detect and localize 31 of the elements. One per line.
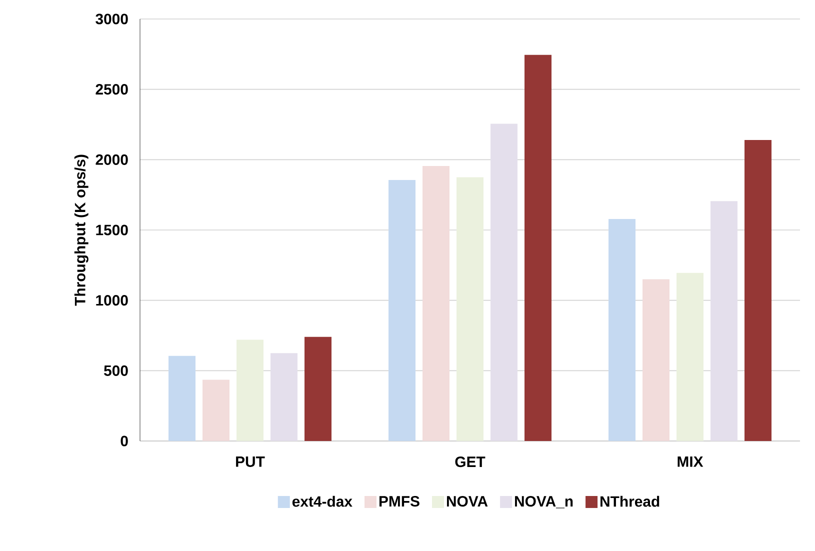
bar bbox=[608, 219, 636, 441]
y-tick-label: 2500 bbox=[96, 84, 128, 95]
bar bbox=[304, 336, 332, 441]
x-tick-label: GET bbox=[455, 456, 486, 468]
bar bbox=[744, 140, 772, 441]
y-tick-label: 500 bbox=[104, 365, 128, 376]
bar bbox=[236, 340, 264, 441]
y-tick-label: 1000 bbox=[96, 295, 128, 306]
x-tick-label: PUT bbox=[236, 456, 265, 467]
bar bbox=[676, 272, 704, 441]
legend-label: NThread bbox=[600, 496, 660, 507]
y-tick-label: 1500 bbox=[96, 224, 128, 236]
y-axis-title: Throughput (K ops/s) bbox=[74, 154, 88, 306]
legend-label: ext4-dax bbox=[292, 496, 352, 507]
bar bbox=[168, 356, 196, 441]
bar bbox=[202, 380, 230, 441]
bar bbox=[422, 166, 450, 441]
bar bbox=[270, 353, 298, 441]
bar bbox=[388, 180, 416, 441]
legend-label: PMFS bbox=[379, 496, 420, 507]
x-tick-label: MIX bbox=[678, 456, 704, 467]
bar bbox=[710, 201, 738, 441]
legend-label: NOVA bbox=[446, 496, 488, 507]
y-tick-label: 0 bbox=[120, 436, 128, 446]
y-tick-label: 2000 bbox=[96, 154, 128, 165]
bar bbox=[456, 177, 484, 441]
bar bbox=[524, 54, 552, 441]
legend-label: NOVA_n bbox=[515, 496, 573, 508]
bar bbox=[642, 279, 670, 441]
y-tick-label: 3000 bbox=[96, 14, 128, 24]
bar bbox=[490, 124, 518, 441]
